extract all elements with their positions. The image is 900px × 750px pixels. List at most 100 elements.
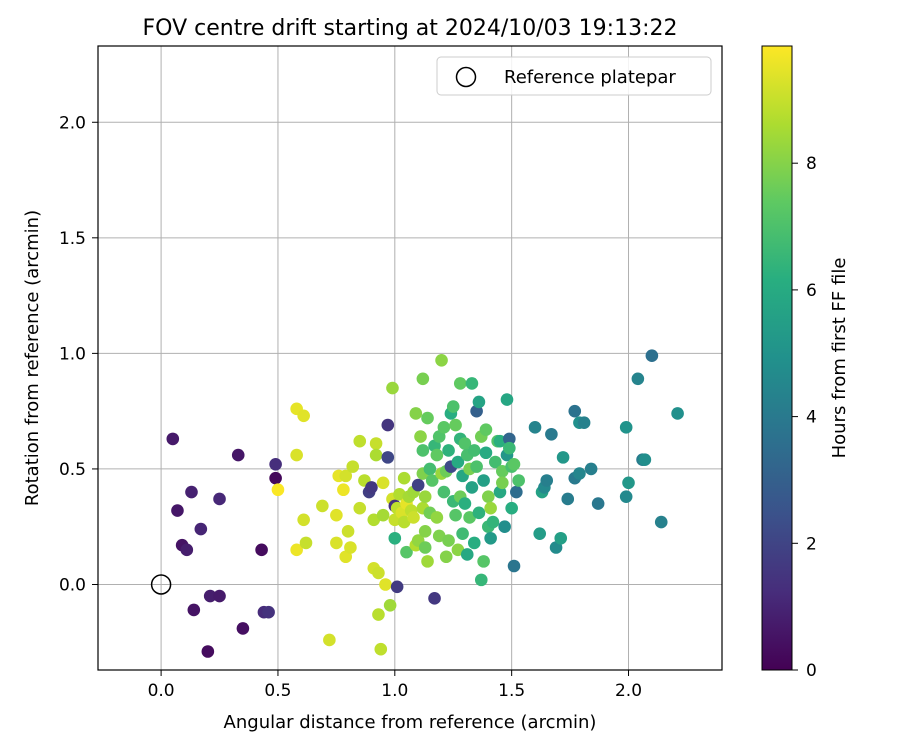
data-point bbox=[185, 485, 198, 499]
data-point bbox=[486, 515, 500, 529]
data-point bbox=[512, 474, 525, 487]
data-point bbox=[213, 589, 226, 603]
data-point bbox=[449, 508, 462, 522]
data-point bbox=[269, 458, 282, 471]
data-point bbox=[439, 550, 453, 564]
data-point bbox=[339, 469, 353, 483]
data-point bbox=[374, 642, 388, 656]
data-point bbox=[467, 444, 481, 457]
data-point bbox=[479, 446, 493, 460]
data-point bbox=[353, 434, 367, 448]
data-point bbox=[344, 541, 357, 554]
data-point bbox=[409, 407, 423, 420]
data-point bbox=[376, 508, 390, 522]
colorbar-tick-label: 4 bbox=[806, 408, 817, 428]
data-point bbox=[390, 580, 404, 594]
data-point bbox=[510, 485, 523, 499]
data-point bbox=[472, 395, 486, 409]
data-point bbox=[428, 592, 441, 605]
data-point bbox=[503, 432, 516, 446]
colorbar-frame bbox=[761, 45, 793, 671]
data-point bbox=[477, 474, 490, 487]
reference-platepar-marker bbox=[150, 574, 172, 595]
data-point bbox=[619, 490, 633, 503]
data-point bbox=[416, 372, 430, 386]
data-point bbox=[425, 474, 439, 487]
x-tick-label: 2.0 bbox=[615, 681, 642, 701]
data-point bbox=[418, 541, 432, 554]
data-point bbox=[465, 481, 479, 494]
data-point bbox=[474, 573, 488, 587]
data-point bbox=[316, 499, 329, 513]
data-point bbox=[554, 531, 568, 545]
colorbar-tick-label: 6 bbox=[806, 281, 817, 301]
data-point bbox=[367, 513, 381, 527]
data-point bbox=[299, 536, 313, 550]
data-point bbox=[346, 460, 360, 473]
data-point bbox=[437, 485, 451, 499]
y-axis-label: Rotation from reference (arcmin) bbox=[22, 210, 43, 506]
data-point bbox=[231, 448, 245, 462]
colorbar-tick-label: 2 bbox=[806, 534, 817, 554]
data-point bbox=[671, 407, 684, 420]
x-tick-label: 0.0 bbox=[148, 681, 175, 701]
data-point bbox=[442, 444, 455, 457]
data-point bbox=[213, 492, 226, 506]
data-point bbox=[271, 483, 285, 497]
data-point bbox=[432, 529, 446, 543]
colorbar-gradient bbox=[762, 46, 792, 670]
x-axis-label: Angular distance from reference (arcmin) bbox=[224, 712, 597, 733]
data-point bbox=[496, 464, 509, 478]
data-point bbox=[465, 377, 479, 390]
data-point bbox=[418, 490, 432, 503]
data-point bbox=[446, 400, 460, 413]
data-point bbox=[203, 589, 217, 603]
data-point bbox=[430, 511, 444, 524]
data-point bbox=[577, 416, 591, 430]
data-point bbox=[201, 645, 215, 658]
y-tick-label: 0.5 bbox=[59, 460, 86, 480]
data-point bbox=[472, 506, 486, 520]
data-point bbox=[456, 527, 469, 540]
data-point bbox=[484, 531, 497, 545]
data-point bbox=[397, 471, 411, 485]
data-point bbox=[418, 525, 432, 538]
data-point bbox=[437, 421, 451, 434]
data-point bbox=[421, 555, 434, 568]
colorbar: 0 2 4 6 8 Hours from first FF file bbox=[761, 45, 850, 681]
data-point bbox=[290, 448, 303, 462]
data-point bbox=[330, 508, 343, 522]
data-point bbox=[372, 608, 385, 621]
data-point bbox=[622, 476, 635, 490]
data-point bbox=[379, 578, 392, 591]
data-point bbox=[187, 603, 201, 617]
data-point bbox=[386, 381, 399, 395]
data-point bbox=[645, 349, 659, 362]
data-point bbox=[262, 605, 275, 619]
data-point bbox=[463, 511, 476, 524]
data-point bbox=[451, 543, 465, 557]
data-point bbox=[505, 501, 518, 515]
colorbar-label: Hours from first FF file bbox=[829, 258, 850, 459]
data-point bbox=[423, 462, 437, 476]
data-point bbox=[430, 448, 444, 462]
data-point bbox=[435, 354, 448, 367]
data-point bbox=[460, 548, 474, 561]
legend-box bbox=[436, 56, 712, 96]
data-point bbox=[442, 534, 455, 547]
data-point bbox=[372, 566, 385, 580]
data-point bbox=[330, 536, 343, 550]
data-point bbox=[458, 437, 472, 450]
data-point bbox=[500, 393, 514, 406]
data-point bbox=[619, 421, 633, 434]
data-point bbox=[489, 455, 502, 469]
data-point bbox=[236, 622, 250, 635]
data-point bbox=[416, 444, 430, 457]
data-point bbox=[479, 423, 493, 436]
data-point bbox=[654, 515, 668, 529]
data-point bbox=[297, 409, 310, 423]
data-point bbox=[453, 377, 467, 390]
x-axis-ticks: 0.0 0.5 1.0 1.5 2.0 bbox=[148, 670, 642, 701]
x-tick-label: 0.5 bbox=[264, 681, 291, 701]
y-tick-label: 1.5 bbox=[59, 229, 86, 249]
